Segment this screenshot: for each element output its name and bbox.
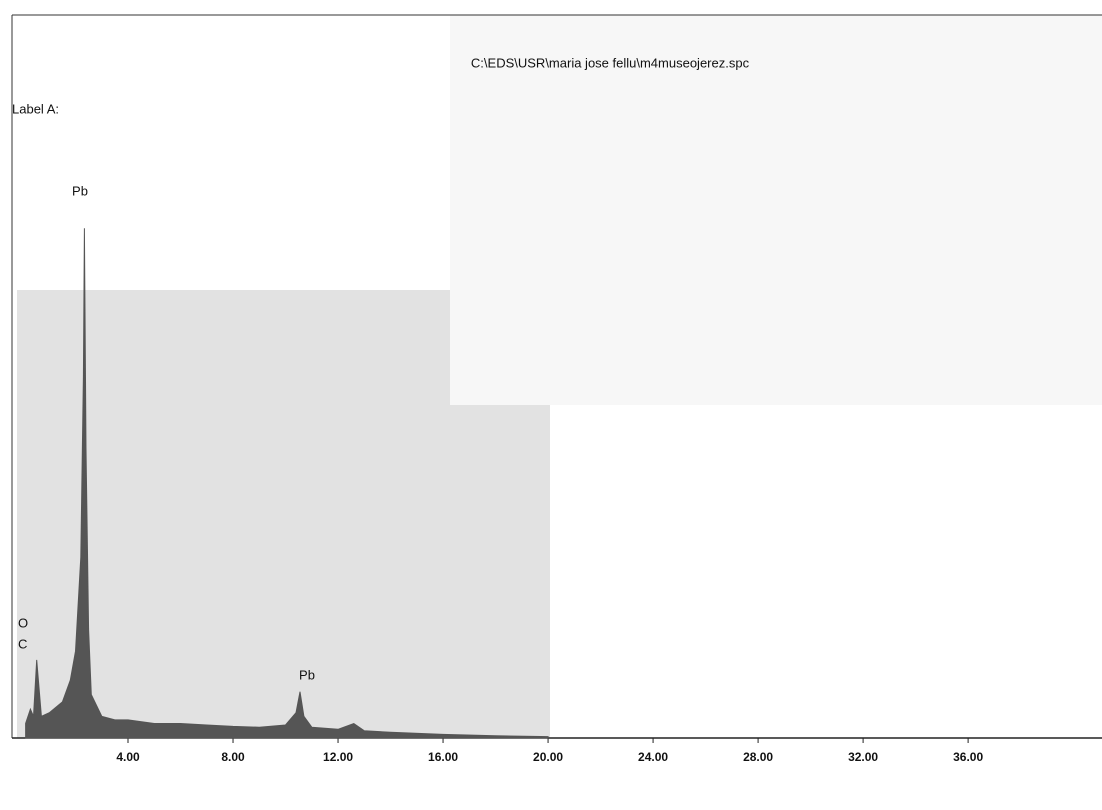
x-tick-label: 16.00 [428, 750, 458, 764]
x-tick-label: 36.00 [953, 750, 983, 764]
x-tick-label: 20.00 [533, 750, 563, 764]
label: Label A: [12, 101, 59, 116]
x-tick-label: 28.00 [743, 750, 773, 764]
x-tick-label: 4.00 [116, 750, 140, 764]
x-tick-label: 8.00 [221, 750, 245, 764]
chart-title: C:\EDS\USR\maria jose fellu\m4museojerez… [471, 55, 750, 70]
peak-label: C [18, 636, 27, 651]
chart: C:\EDS\USR\maria jose fellu\m4museojerez… [0, 0, 1102, 810]
peak-label: Pb [299, 667, 315, 682]
page: C:\EDS\USR\maria jose fellu\m4museojerez… [0, 0, 1102, 810]
peak-label: O [18, 615, 28, 630]
overlay-sketch [450, 15, 1102, 405]
x-tick-label: 12.00 [323, 750, 353, 764]
peak-label: Pb [72, 183, 88, 198]
x-tick-label: 32.00 [848, 750, 878, 764]
x-tick-label: 24.00 [638, 750, 668, 764]
